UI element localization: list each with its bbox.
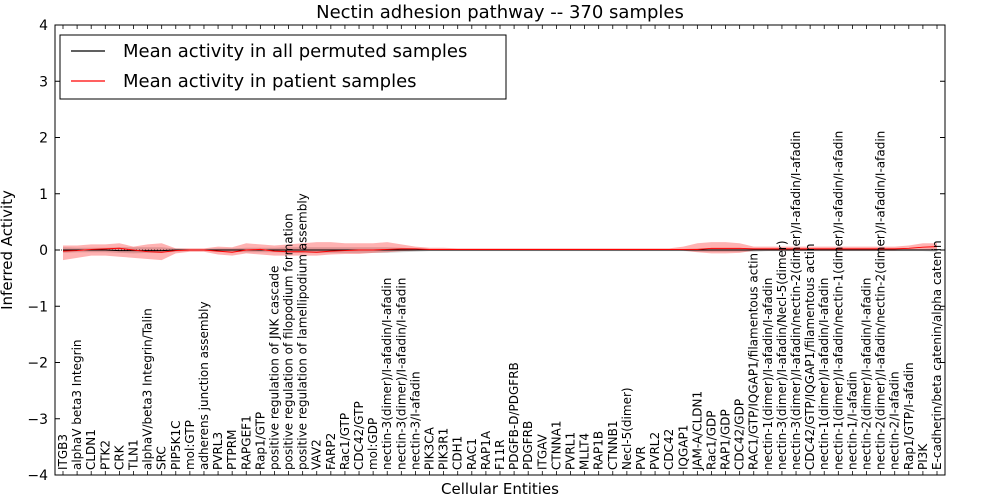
x-tick-label: CDC42/GDP (733, 399, 747, 470)
y-axis: 4 3 2 1 0 −1 −2 −3 −4 (27, 18, 945, 484)
x-tick-label: PVRL2 (648, 432, 662, 470)
x-tick-label: nectin-1(dimer)/I-afadin/nectin-1(dimer)… (831, 131, 845, 470)
series-line-mean-activity-in-patient-samples (62, 246, 938, 253)
x-tick-label: nectin-1(dimer)/I-afadin/I-afadin (761, 278, 775, 470)
x-tick-label: Necl-5(dimer) (620, 387, 634, 470)
x-tick-label: CDC42/GTP/IQGAP1/filamentous actin (803, 244, 817, 470)
x-tick-label: PTPRM (225, 430, 239, 471)
x-tick-label: SRC (155, 446, 169, 470)
x-tick-label: CDH1 (451, 436, 465, 470)
x-tick-label: CLDN1 (84, 429, 98, 470)
y-tick-label: −3 (27, 412, 48, 428)
legend-box (59, 34, 507, 100)
x-tick-label: PVRL3 (211, 432, 225, 470)
x-tick-label: nectin-1(dimer)/I-afadin/I-afadin (817, 278, 831, 470)
x-tick-label: CRK (112, 444, 126, 470)
series-layer (62, 246, 938, 253)
x-tick-label: PIK3CA (423, 426, 437, 470)
x-tick-label: Rac1/GDP (704, 411, 718, 470)
x-tick-label: CDC42/GTP (352, 401, 366, 470)
band-mean-activity-in-patient-samples (63, 242, 937, 261)
x-tick-label: PI3K (916, 443, 930, 470)
x-tick-label: nectin-3/I-afadin (408, 371, 422, 470)
x-tick-label: alphaV/beta3 Integrin/Talin (141, 308, 155, 470)
x-tick-label: nectin-2/I-afadin (888, 371, 902, 470)
x-tick-label: JAM-A/CLDN1 (690, 391, 704, 471)
x-tick-label: PIK3R1 (437, 428, 451, 470)
x-tick-label: Rac1/GTP (338, 413, 352, 470)
x-tick-label: nectin-3(dimer)/I-afadin/nectin-2(dimer)… (789, 131, 803, 470)
y-tick-label: 4 (39, 18, 48, 34)
x-tick-label: MLLT4 (578, 433, 592, 470)
legend-entry-label: Mean activity in all permuted samples (123, 41, 467, 62)
x-tick-label: nectin-2(dimer)/I-afadin/I-afadin (860, 278, 874, 470)
x-tick-label: mol:GTP (183, 420, 197, 470)
x-tick-label: PIP5K1C (169, 420, 183, 470)
x-tick-label: PVR (634, 446, 648, 470)
x-tick-label: ITGAV (535, 433, 549, 470)
x-tick-label: RAC1/GTP/IQGAP1/filamentous actin (747, 253, 761, 470)
y-tick-label: −2 (27, 356, 48, 372)
x-tick-label: FARP2 (324, 433, 338, 470)
x-axis-label: Cellular Entities (441, 480, 559, 498)
chart-title: Nectin adhesion pathway -- 370 samples (316, 2, 684, 23)
x-tick-label: alphaV beta3 Integrin (70, 339, 84, 470)
x-tick-label: PVRL1 (563, 432, 577, 470)
x-tick-label: mol:GDP (366, 418, 380, 470)
legend: Mean activity in all permuted samples Mea… (59, 34, 507, 100)
x-tick-label: CDC42 (662, 429, 676, 470)
x-tick-label: Rap1/GTP (253, 412, 267, 470)
x-tick-label: PDGFB-D/PDGFRB (507, 362, 521, 470)
x-tick-label: RAP1B (592, 431, 606, 470)
x-tick-label: E-cadherin/beta catenin/alpha catenin (930, 240, 944, 470)
x-tick-label: nectin-3(dimer)/I-afadin/I-afadin (380, 278, 394, 470)
x-tick-label: nectin-3(dimer)/I-afadin/Necl-5(dimer) (775, 240, 789, 470)
x-tick-label: positive regulation of filopodium format… (282, 213, 296, 470)
y-tick-label: −4 (27, 468, 48, 484)
x-tick-label: Rap1/GTP/I-afadin (902, 362, 916, 470)
x-tick-label: positive regulation of lamellipodium ass… (296, 193, 310, 470)
x-tick-label: positive regulation of JNK cascade (267, 266, 281, 470)
x-tick-label: adherens junction assembly (197, 301, 211, 470)
x-tick-label: TLN1 (126, 439, 140, 471)
x-tick-label: nectin-3(dimer)/I-afadin/I-afadin (394, 278, 408, 470)
legend-entry-label: Mean activity in patient samples (123, 71, 417, 92)
x-tick-label: nectin-2(dimer)/I-afadin/nectin-2(dimer)… (874, 131, 888, 470)
x-tick-label: CTNNA1 (549, 420, 563, 470)
y-axis-label: Inferred Activity (0, 190, 16, 310)
x-tick-label: RAC1 (465, 438, 479, 470)
x-tick-label: nectin-1/I-afadin (845, 371, 859, 470)
x-tick-label: PTK2 (98, 440, 112, 470)
y-tick-label: 3 (39, 74, 48, 90)
x-tick-label: IQGAP1 (676, 425, 690, 470)
x-axis: ITGB3 alphaV beta3 Integrin CLDN1 PTK2 CRK TL… (56, 25, 944, 475)
x-tick-label: RAP1/GDP (719, 409, 733, 470)
x-tick-label: ITGB3 (56, 434, 70, 470)
x-tick-label: RAP1A (479, 430, 493, 470)
x-tick-label: F11R (493, 439, 507, 470)
y-tick-label: −1 (27, 299, 48, 315)
x-tick-label: RAPGEF1 (239, 415, 253, 470)
y-tick-label: 1 (39, 187, 48, 203)
y-tick-label: 0 (39, 243, 48, 259)
x-tick-label: CTNNB1 (606, 420, 620, 470)
y-tick-label: 2 (39, 131, 48, 147)
x-tick-label: PDGFRB (521, 421, 535, 470)
x-tick-label: VAV2 (310, 439, 324, 470)
